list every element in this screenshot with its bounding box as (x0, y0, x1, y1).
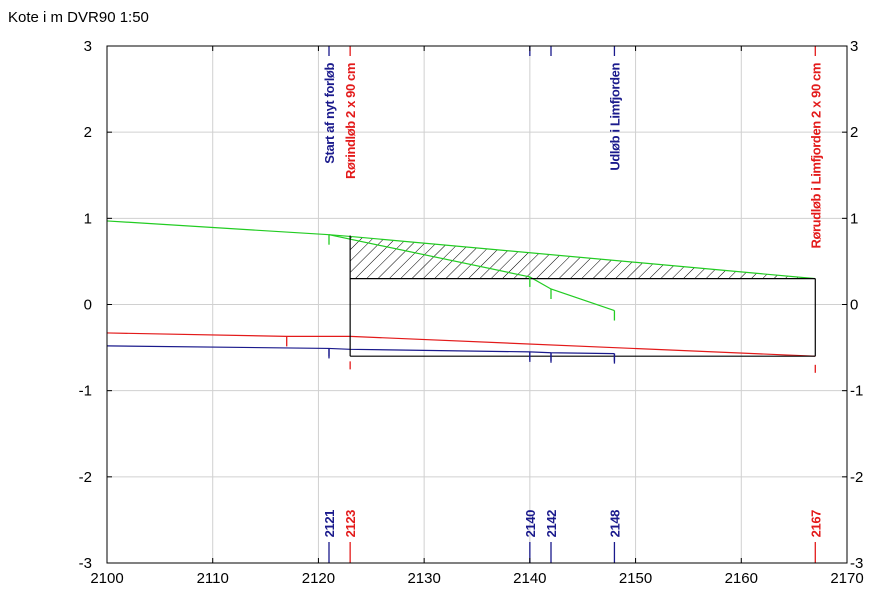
y-tick-label-left: -3 (79, 555, 92, 572)
marker-label: Start af nyt forløb (322, 63, 337, 164)
y-tick-label-left: 3 (84, 38, 92, 55)
x-tick-label: 2130 (407, 570, 440, 587)
series-line-red (106, 332, 816, 357)
x-tick-label: 2110 (197, 570, 229, 587)
marker-layer: Start af nyt forløb 2121 Rørindløb 2 x 90 … (322, 46, 823, 563)
station-label: 2148 (607, 510, 622, 537)
x-tick-label: 2150 (619, 570, 652, 587)
y-tick-label-left: 2 (84, 124, 92, 141)
y-tick-label-right: -3 (850, 555, 863, 572)
station-label: 2167 (808, 510, 823, 537)
x-tick-label: 2170 (830, 570, 863, 587)
x-tick-label: 2100 (90, 570, 123, 587)
y-tick-label-right: 3 (850, 38, 858, 55)
marker-label: Rørudløb i Limfjorden 2 x 90 cm (808, 63, 823, 249)
y-tick-label-left: 0 (84, 297, 92, 314)
y-tick-label-left: 1 (84, 210, 92, 227)
y-tick-label-right: 1 (850, 210, 858, 227)
y-tick-label-right: -2 (850, 469, 863, 486)
station-label: 2142 (544, 510, 559, 537)
x-tick-label: 2160 (725, 570, 758, 587)
series-line-blue (106, 345, 615, 355)
series-layer (106, 220, 816, 357)
y-tick-label-right: 0 (850, 297, 858, 314)
series-line-green (106, 220, 816, 280)
y-tick-label-right: -1 (850, 383, 863, 400)
marker-label: Udløb i Limfjorden (607, 63, 622, 171)
x-tick-label: 2140 (513, 570, 546, 587)
x-tick-label: 2120 (302, 570, 335, 587)
series-line-green (328, 234, 615, 312)
y-tick-label-right: 2 (850, 124, 858, 141)
grid-lines (107, 46, 847, 563)
station-label: 2140 (523, 510, 538, 537)
marker-label: Rørindløb 2 x 90 cm (343, 63, 358, 179)
y-tick-label-left: -1 (79, 383, 92, 400)
chart-title: Kote i m DVR90 1:50 (8, 9, 149, 26)
station-label: 2121 (322, 510, 337, 537)
station-label: 2123 (343, 510, 358, 537)
y-tick-label-left: -2 (79, 469, 92, 486)
axes-layer: 2100 2110 2120 2130 2140 2150 2160 2170-3 -3-2 -2… (79, 38, 864, 587)
